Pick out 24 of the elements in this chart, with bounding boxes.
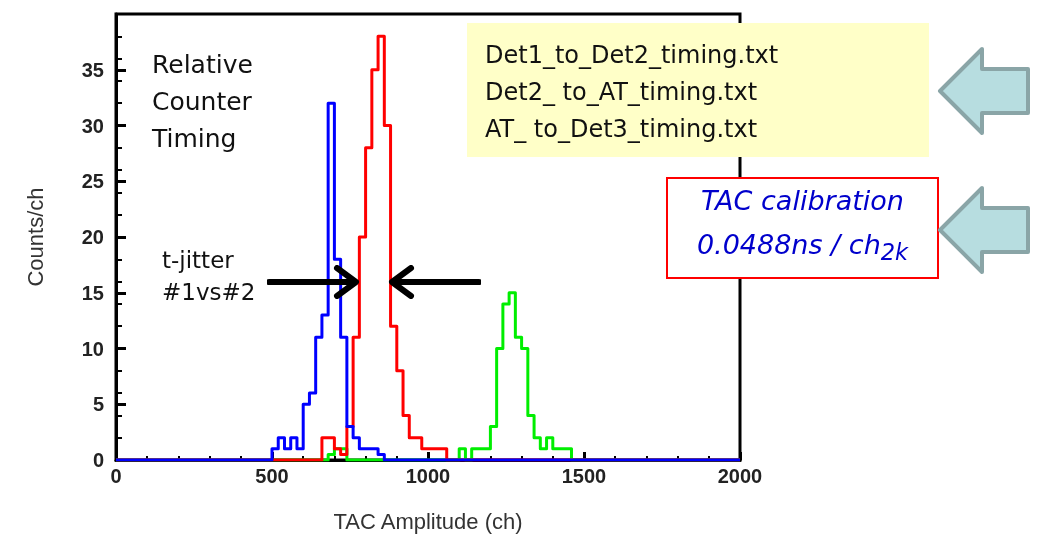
x-tick-label: 1000: [405, 465, 451, 487]
y-tick-label: 10: [81, 337, 104, 360]
x-tick-label: 1500: [561, 465, 607, 487]
annotation: 0.0488ns / ch$_{2k}$: [695, 228, 910, 268]
annotation: Det1_to_Det2_timing.txt: [485, 40, 780, 71]
annotation: Det2_ to_AT_timing.txt: [485, 77, 759, 108]
annotation: TAC calibration: [700, 184, 905, 218]
y-tick-label: 30: [81, 114, 104, 137]
y-tick-label: 20: [81, 226, 104, 248]
y-axis-title: Counts/ch: [22, 187, 48, 287]
y-tick-label: 35: [81, 58, 104, 81]
text-box: Det1_to_Det2_timing.txt Det2_ to_AT_timing.txt AT_ to_Det3_timing.txt: [467, 23, 929, 157]
x-tick-label: 0: [110, 465, 122, 487]
annotation: AT_ to_Det3_timing.txt: [485, 114, 759, 145]
y-tick-label: 25: [81, 170, 104, 193]
y-tick-label: 0: [92, 449, 104, 471]
y-tick-label: 5: [92, 393, 104, 416]
text-box: TAC calibration 0.0488ns / ch$_{2k}$: [666, 177, 939, 279]
x-axis-title: TAC Amplitude (ch): [333, 508, 523, 534]
x-tick-label: 500: [255, 465, 289, 487]
annotation: t-jitter #1vs#2: [162, 246, 257, 307]
y-tick-label: 15: [81, 281, 104, 304]
annotation: Relative Counter Timing: [152, 49, 254, 155]
x-tick-label: 2000: [717, 465, 763, 487]
